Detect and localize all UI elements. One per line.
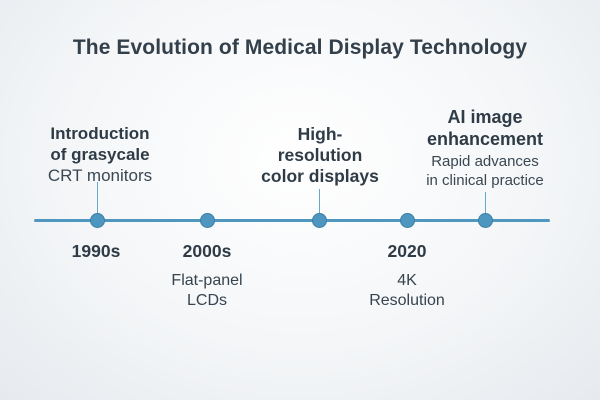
- event-2000s-line-1: Flat-panel: [171, 272, 243, 289]
- timeline-marker-2020: [399, 213, 415, 228]
- event-2020-line-1: 4K: [397, 272, 417, 289]
- event-ai-line-2: enhancement: [426, 129, 544, 149]
- year-label-1990s: 1990s: [71, 241, 121, 261]
- timeline-marker-ai-enhancement: [477, 213, 493, 228]
- connector-1990s: [96, 182, 98, 214]
- timeline-axis: [34, 218, 550, 222]
- connector-ai-enhancement: [484, 192, 486, 214]
- year-label-2000s: 2000s: [182, 241, 232, 261]
- diagram-title: The Evolution of Medical Display Technol…: [72, 36, 528, 59]
- event-ai-line-1: AI image: [447, 107, 523, 127]
- event-color-line-2: resolution: [277, 145, 363, 165]
- event-color-line-1: High-: [297, 124, 343, 144]
- event-color-line-3: color displays: [261, 166, 379, 186]
- timeline-marker-2000s: [200, 213, 215, 228]
- year-label-2020: 2020: [387, 241, 427, 261]
- event-ai-line-4: in clinical practice: [426, 172, 544, 189]
- timeline-marker-color-displays: [311, 213, 327, 228]
- event-ai-line-3: Rapid advances: [431, 153, 539, 170]
- event-1990s-line-1: Introduction: [50, 124, 150, 143]
- event-2000s-line-2: LCDs: [186, 292, 227, 309]
- event-2020-line-2: Resolution: [369, 292, 445, 309]
- event-1990s-line-3: CRT monitors: [47, 166, 153, 185]
- connector-color-displays: [318, 189, 320, 214]
- timeline-marker-1990s: [89, 213, 105, 228]
- event-1990s-line-2: of grasycale: [50, 145, 150, 164]
